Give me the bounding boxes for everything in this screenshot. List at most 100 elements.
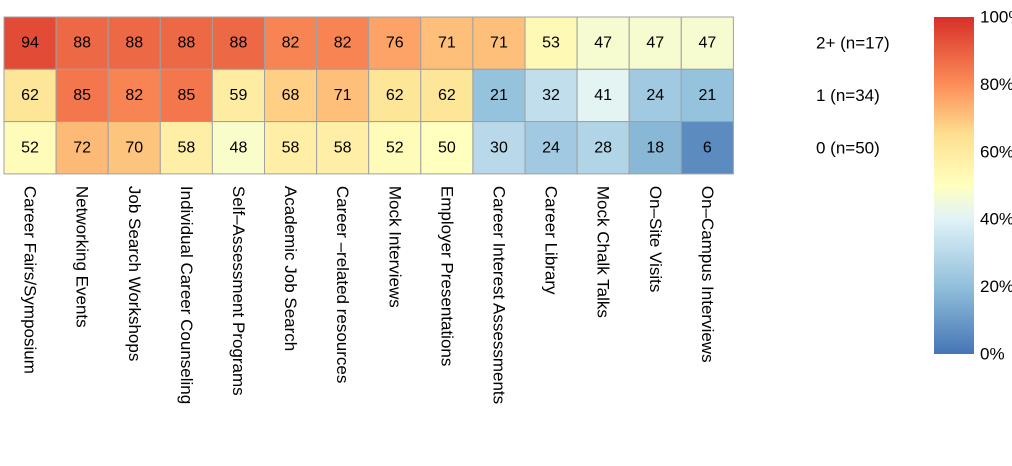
heatmap-cell bbox=[264, 121, 318, 175]
heatmap-cell bbox=[420, 121, 474, 175]
column-label: Mock Interviews bbox=[385, 186, 404, 308]
cell-value-label: 71 bbox=[334, 87, 352, 104]
column-labels: Career Fairs/Symposium Networking Events J… bbox=[21, 186, 717, 404]
heatmap-cell bbox=[107, 121, 161, 175]
cell-value-label: 85 bbox=[73, 87, 91, 104]
column-label: Mock Chalk Talks bbox=[594, 186, 613, 318]
cell-value-label: 41 bbox=[594, 87, 612, 104]
cell-value-label: 82 bbox=[334, 35, 352, 52]
heatmap-cell bbox=[3, 121, 57, 175]
heatmap-cell bbox=[55, 16, 109, 70]
heatmap-cell bbox=[3, 16, 57, 70]
row-label: 0 (n=50) bbox=[816, 138, 880, 157]
cell-value-label: 71 bbox=[490, 35, 508, 52]
cell-value-label: 82 bbox=[125, 87, 143, 104]
column-label: Career –related resources bbox=[333, 186, 352, 383]
heatmap-cell bbox=[316, 68, 370, 123]
heatmap-cell bbox=[576, 121, 630, 175]
color-legend: 0% 20% 40% 60% 80% 100% bbox=[934, 8, 1012, 364]
cell-value-label: 52 bbox=[21, 139, 39, 156]
column-label: On–Campus Interviews bbox=[698, 186, 717, 363]
heatmap-cell bbox=[107, 16, 161, 70]
cell-value-label: 68 bbox=[282, 87, 300, 104]
cell-value-label: 24 bbox=[646, 87, 664, 104]
cell-value-label: 62 bbox=[21, 87, 39, 104]
column-label: On–Site Visits bbox=[646, 186, 665, 292]
heatmap-cell bbox=[264, 16, 318, 70]
legend-tick-label: 60% bbox=[980, 142, 1012, 161]
legend-tick-label: 100% bbox=[980, 8, 1012, 27]
cell-value-label: 76 bbox=[386, 35, 404, 52]
cell-value-label: 88 bbox=[73, 35, 91, 52]
cell-value-label: 18 bbox=[646, 139, 664, 156]
cell-value-label: 70 bbox=[125, 139, 143, 156]
heatmap-cell bbox=[368, 68, 422, 123]
heatmap-cell bbox=[368, 16, 422, 70]
cell-value-label: 52 bbox=[386, 139, 404, 156]
legend-tick-label: 0% bbox=[980, 345, 1005, 364]
heatmap-cell bbox=[211, 68, 265, 123]
column-label: Career Library bbox=[542, 186, 561, 295]
column-label: Academic Job Search bbox=[281, 186, 300, 351]
cell-value-label: 32 bbox=[542, 87, 560, 104]
row-label: 2+ (n=17) bbox=[816, 34, 890, 53]
legend-tick-label: 80% bbox=[980, 75, 1012, 94]
column-label: Self–Assessment Programs bbox=[229, 186, 248, 396]
cell-value-label: 47 bbox=[698, 35, 716, 52]
cell-value-label: 48 bbox=[230, 139, 248, 156]
heatmap-cell bbox=[524, 121, 578, 175]
heatmap-cell bbox=[159, 68, 213, 123]
cell-value-label: 58 bbox=[177, 139, 195, 156]
cell-value-label: 53 bbox=[542, 35, 560, 52]
heatmap-cell bbox=[680, 68, 734, 123]
heatmap-cell bbox=[472, 121, 526, 175]
column-label: Employer Presentations bbox=[437, 186, 456, 366]
cell-value-label: 30 bbox=[490, 139, 508, 156]
heatmap-cell bbox=[628, 121, 682, 175]
cell-value-label: 88 bbox=[125, 35, 143, 52]
cell-value-label: 28 bbox=[594, 139, 612, 156]
legend-color-bar bbox=[934, 17, 974, 354]
cell-value-label: 59 bbox=[230, 87, 248, 104]
cell-value-label: 6 bbox=[703, 139, 712, 156]
legend-tick-label: 20% bbox=[980, 277, 1012, 296]
cell-value-label: 21 bbox=[698, 87, 716, 104]
heatmap-cell bbox=[55, 68, 109, 123]
cell-value-label: 88 bbox=[177, 35, 195, 52]
cell-value-label: 85 bbox=[177, 87, 195, 104]
cell-value-label: 62 bbox=[438, 87, 456, 104]
column-label: Networking Events bbox=[73, 186, 92, 328]
cell-value-label: 21 bbox=[490, 87, 508, 104]
heatmap-cell bbox=[264, 68, 318, 123]
heatmap-cell bbox=[107, 68, 161, 123]
heatmap-cell bbox=[368, 121, 422, 175]
heatmap-cells: 94 88 88 88 88 82 82 76 71 71 53 47 47 47 62 85 82 85 59 68… bbox=[3, 16, 734, 175]
column-label: Career Fairs/Symposium bbox=[21, 186, 40, 374]
cell-value-label: 58 bbox=[334, 139, 352, 156]
heatmap-cell bbox=[524, 68, 578, 123]
heatmap-cell bbox=[472, 16, 526, 70]
heatmap-cell bbox=[680, 121, 734, 175]
cell-value-label: 82 bbox=[282, 35, 300, 52]
heatmap-cell bbox=[680, 16, 734, 70]
cell-value-label: 47 bbox=[646, 35, 664, 52]
row-labels: 2+ (n=17) 1 (n=34) 0 (n=50) bbox=[816, 34, 890, 158]
heatmap-cell bbox=[420, 68, 474, 123]
cell-value-label: 94 bbox=[21, 35, 39, 52]
column-label: Job Search Workshops bbox=[125, 186, 144, 361]
column-label: Individual Career Counseling bbox=[177, 186, 196, 404]
cell-value-label: 88 bbox=[230, 35, 248, 52]
cell-value-label: 71 bbox=[438, 35, 456, 52]
heatmap-cell bbox=[576, 16, 630, 70]
cell-value-label: 72 bbox=[73, 139, 91, 156]
heatmap-cell bbox=[628, 68, 682, 123]
row-label: 1 (n=34) bbox=[816, 86, 880, 105]
cell-value-label: 47 bbox=[594, 35, 612, 52]
legend-tick-label: 40% bbox=[980, 210, 1012, 229]
cell-value-label: 50 bbox=[438, 139, 456, 156]
column-label: Career Interest Assessments bbox=[489, 186, 508, 404]
cell-value-label: 62 bbox=[386, 87, 404, 104]
cell-value-label: 58 bbox=[282, 139, 300, 156]
heatmap-cell bbox=[316, 121, 370, 175]
